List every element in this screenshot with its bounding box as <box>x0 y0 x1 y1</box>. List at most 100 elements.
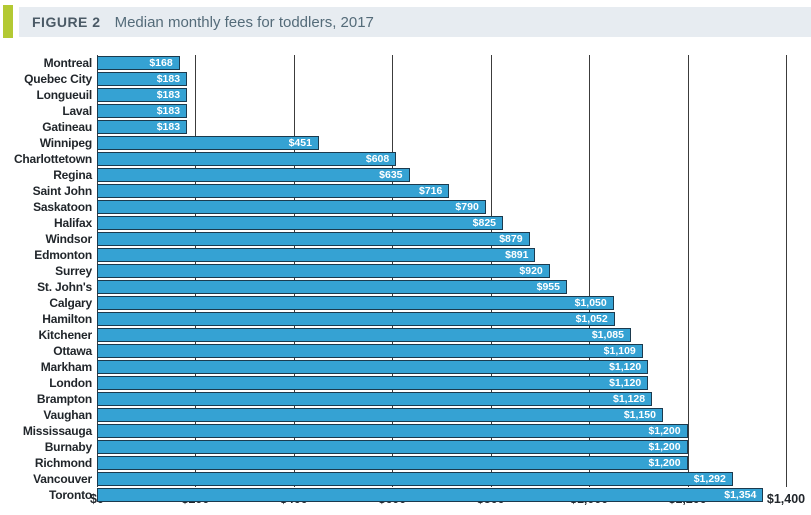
bar: $183 <box>97 88 188 102</box>
bar-value-label: $608 <box>365 153 390 165</box>
category-label: Hamilton <box>42 312 92 326</box>
bar-value-label: $183 <box>156 73 181 85</box>
bar-track: $1,200 <box>97 423 786 439</box>
category-label: Charlottetown <box>13 152 92 166</box>
bar-value-label: $1,120 <box>609 377 642 389</box>
bar-row: London $1,120 <box>3 375 786 391</box>
bar-value-label: $1,200 <box>648 457 681 469</box>
bar: $1,200 <box>97 456 688 470</box>
bar: $1,200 <box>97 440 688 454</box>
bar-track: $608 <box>97 151 786 167</box>
bar: $1,085 <box>97 328 631 342</box>
bar-track: $183 <box>97 87 786 103</box>
category-label: Vancouver <box>33 472 92 486</box>
bar-row: Longueuil $183 <box>3 87 786 103</box>
bar: $1,052 <box>97 312 615 326</box>
category-label: Mississauga <box>22 424 92 438</box>
figure-accent-bar <box>3 5 13 38</box>
bar: $1,050 <box>97 296 614 310</box>
bar: $635 <box>97 168 410 182</box>
bar: $879 <box>97 232 530 246</box>
category-label: Saskatoon <box>33 200 92 214</box>
gridline <box>589 55 591 487</box>
bar-value-label: $1,120 <box>609 361 642 373</box>
bar-row: Kitchener $1,085 <box>3 327 786 343</box>
category-label: Surrey <box>55 264 92 278</box>
bar-row: Charlottetown $608 <box>3 151 786 167</box>
bar-row: Vaughan $1,150 <box>3 407 786 423</box>
bar-row: Richmond $1,200 <box>3 455 786 471</box>
category-label: Saint John <box>32 184 93 198</box>
bar-row: Edmonton $891 <box>3 247 786 263</box>
category-label: Toronto <box>48 488 92 502</box>
gridline <box>687 55 689 487</box>
category-label: Regina <box>53 168 92 182</box>
bar-row: Saskatoon $790 <box>3 199 786 215</box>
bar-value-label: $1,354 <box>724 489 757 501</box>
category-label: Brampton <box>36 392 92 406</box>
bar-track: $1,050 <box>97 295 786 311</box>
bar: $716 <box>97 184 450 198</box>
bar-value-label: $168 <box>149 57 173 69</box>
bar: $825 <box>97 216 504 230</box>
bar-value-label: $1,109 <box>603 345 636 357</box>
bar: $608 <box>97 152 397 166</box>
bar-row: Winnipeg $451 <box>3 135 786 151</box>
category-label: Vaughan <box>43 408 92 422</box>
bar-row: Saint John $716 <box>3 183 786 199</box>
category-label: Burnaby <box>44 440 92 454</box>
bar-row: Calgary $1,050 <box>3 295 786 311</box>
bar-row: Markham $1,120 <box>3 359 786 375</box>
bar-row: Burnaby $1,200 <box>3 439 786 455</box>
bar-row: Halifax $825 <box>3 215 786 231</box>
category-label: Kitchener <box>38 328 92 342</box>
plot-area: Montreal $168 Quebec City $183 Longueuil $183… <box>3 55 787 502</box>
category-label: Windsor <box>45 232 93 246</box>
bar-track: $168 <box>97 55 786 71</box>
bar-row: Gatineau $183 <box>3 119 786 135</box>
bar-value-label: $955 <box>536 281 560 293</box>
bar-row: Vancouver $1,292 <box>3 471 786 487</box>
bar-track: $1,128 <box>97 391 786 407</box>
bar-track: $1,052 <box>97 311 786 327</box>
category-label: London <box>49 376 92 390</box>
bar-value-label: $183 <box>156 121 181 133</box>
category-label: Winnipeg <box>39 136 92 150</box>
bar-value-label: $451 <box>288 137 312 149</box>
bar-track: $716 <box>97 183 786 199</box>
bar-track: $183 <box>97 103 786 119</box>
bar: $891 <box>97 248 536 262</box>
bar-track: $1,200 <box>97 439 786 455</box>
bar-row: Mississauga $1,200 <box>3 423 786 439</box>
bar-track: $891 <box>97 247 786 263</box>
bar-row: Brampton $1,128 <box>3 391 786 407</box>
bar-value-label: $1,085 <box>591 329 624 341</box>
bar-track: $825 <box>97 215 786 231</box>
bar-track: $920 <box>97 263 786 279</box>
bar: $168 <box>97 56 180 70</box>
category-label: Longueuil <box>36 88 92 102</box>
bar-value-label: $879 <box>499 233 523 245</box>
bar-track: $451 <box>97 135 786 151</box>
bar-value-label: $1,200 <box>648 425 681 437</box>
bar-value-label: $825 <box>472 217 497 229</box>
category-label: Laval <box>62 104 92 118</box>
bar: $920 <box>97 264 550 278</box>
bar-track: $1,085 <box>97 327 786 343</box>
bar-value-label: $1,050 <box>574 297 607 309</box>
category-label: Halifax <box>54 216 92 230</box>
bar: $1,109 <box>97 344 643 358</box>
bar: $790 <box>97 200 486 214</box>
bar-row: Regina $635 <box>3 167 786 183</box>
bar-value-label: $1,150 <box>623 409 656 421</box>
bar-row: Ottawa $1,109 <box>3 343 786 359</box>
bar-track: $879 <box>97 231 786 247</box>
bar-track: $1,150 <box>97 407 786 423</box>
category-label: Markham <box>40 360 92 374</box>
bar-value-label: $891 <box>505 249 529 261</box>
figure-header: FIGURE 2 Median monthly fees for toddler… <box>19 7 811 37</box>
category-label: Gatineau <box>42 120 92 134</box>
x-tick-label: $1,400 <box>766 492 806 506</box>
bar-row: Surrey $920 <box>3 263 786 279</box>
